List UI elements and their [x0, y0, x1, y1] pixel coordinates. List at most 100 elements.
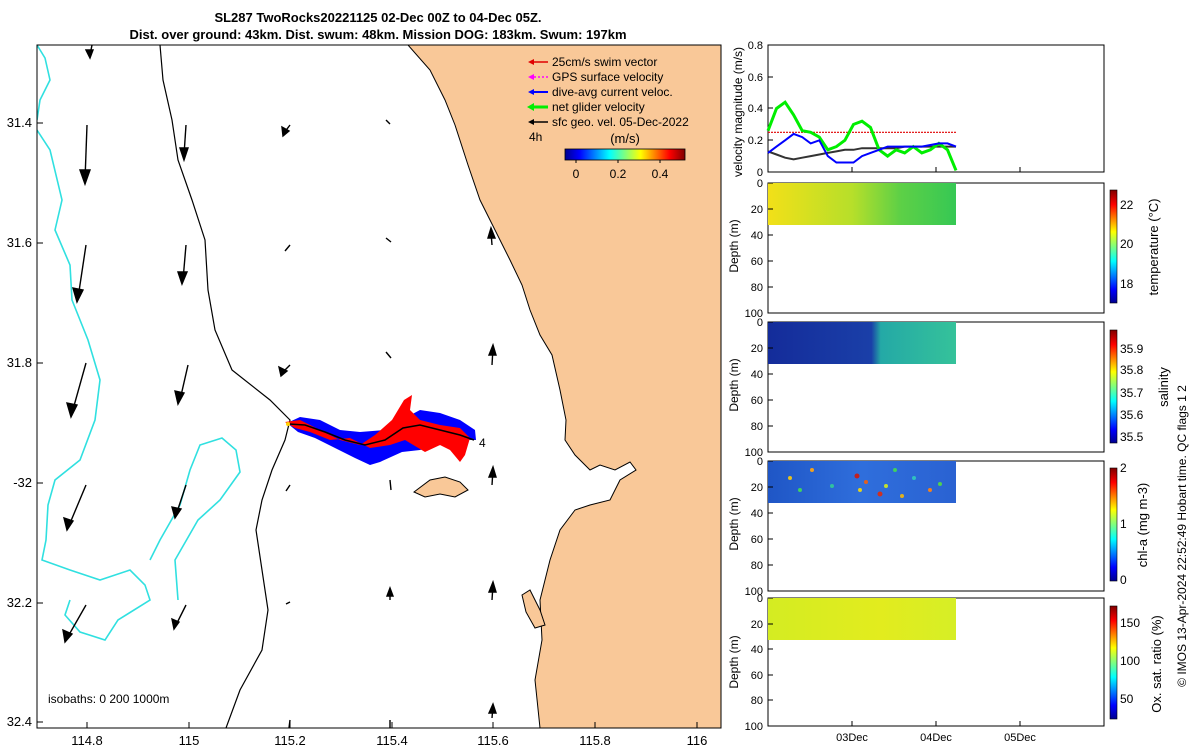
chla-cblabel: chl-a (mg m-3) — [1135, 483, 1150, 568]
chla-hotspots — [788, 468, 942, 498]
map-ytick-2: 31.8 — [7, 355, 32, 370]
credit-text: © IMOS 13-Apr-2024 22:52:49 Hobart time.… — [1175, 385, 1189, 687]
colorbar-tick-1: 0.2 — [610, 167, 627, 181]
isobaths-text: isobaths: 0 200 1000m — [48, 692, 169, 706]
vel-ytick-1: 0.2 — [748, 135, 763, 147]
sal-ytick-1: 20 — [751, 343, 763, 355]
chla-ylabel: Depth (m) — [727, 497, 741, 550]
map-panel: 4 25cm/s swim vector GPS surface velocit… — [7, 44, 722, 748]
velocity-panel: 0 0.2 0.4 0.6 0.8 velocity magnitude (m/… — [731, 40, 1105, 179]
map-ytick-5: 32.4 — [7, 714, 32, 729]
chla-ytick-3: 60 — [751, 534, 763, 546]
chla-cbtick-1: 1 — [1120, 517, 1127, 531]
temp-ytick-4: 80 — [751, 282, 763, 294]
small-island — [521, 589, 546, 629]
sal-cbtick-0: 35.9 — [1120, 342, 1144, 356]
ox-ylabel: Depth (m) — [727, 635, 741, 688]
ox-ytick-0: 0 — [757, 593, 763, 605]
chla-panel — [767, 460, 1118, 592]
speed-colorbar — [564, 148, 686, 161]
legend-label-net: net glider velocity — [552, 100, 645, 114]
vel-ytick-4: 0.8 — [748, 40, 763, 52]
velocity-ylabel: velocity magnitude (m/s) — [731, 47, 745, 177]
ox-ytick-4: 80 — [751, 695, 763, 707]
map-ytick-3: -32 — [13, 475, 32, 490]
title-line-2: Dist. over ground: 43km. Dist. swum: 48k… — [129, 27, 626, 42]
temp-ytick-2: 40 — [751, 230, 763, 242]
legend-label-current: dive-avg current veloc. — [552, 85, 673, 99]
ox-ytick-5: 100 — [745, 721, 763, 733]
velocity-axes — [767, 44, 1105, 173]
legend-arrow-current — [528, 89, 534, 95]
sal-cbtick-1: 35.8 — [1120, 363, 1144, 377]
vel-ytick-3: 0.6 — [748, 72, 763, 84]
sal-ytick-4: 80 — [751, 421, 763, 433]
sal-ytick-3: 60 — [751, 395, 763, 407]
colorbar-tick-0: 0 — [573, 167, 580, 181]
map-xtick-0: 114.8 — [71, 733, 103, 748]
time-tick-1: 04Dec — [920, 732, 952, 744]
sal-ylabel: Depth (m) — [727, 358, 741, 411]
sal-cbtick-4: 35.5 — [1120, 430, 1144, 444]
track-red — [285, 395, 470, 462]
ox-cbtick-0: 150 — [1120, 616, 1140, 630]
map-xtick-1: 115 — [179, 733, 200, 748]
sal-ytick-0: 0 — [757, 317, 763, 329]
velocity-series-dive-avg-current-veloc- — [767, 132, 957, 164]
map-xtick-2: 115.2 — [274, 733, 306, 748]
temp-cbtick-0: 22 — [1120, 198, 1134, 212]
legend-arrow-net — [527, 103, 534, 111]
ox-cbtick-1: 100 — [1120, 654, 1140, 668]
chla-ytick-0: 0 — [757, 456, 763, 468]
temp-ytick-0: 0 — [757, 178, 763, 190]
time-tick-2: 05Dec — [1004, 732, 1036, 744]
title-line-1: SL287 TwoRocks20221125 02-Dec 00Z to 04-… — [214, 10, 541, 25]
map-legend: 25cm/s swim vector GPS surface velocity … — [527, 55, 689, 181]
isobath-200 — [159, 45, 291, 728]
ox-ytick-1: 20 — [751, 619, 763, 631]
temperature-panel — [767, 182, 1118, 314]
salinity-colorbar — [1109, 329, 1118, 444]
chla-ytick-5: 100 — [745, 586, 763, 598]
temperature-section — [768, 183, 956, 225]
chla-colorbar — [1109, 467, 1118, 582]
track-end-label: 4 — [479, 436, 486, 450]
temp-ytick-3: 60 — [751, 256, 763, 268]
legend-label-swim: 25cm/s swim vector — [552, 55, 657, 69]
track-black — [288, 423, 475, 446]
salinity-section — [768, 322, 956, 364]
ox-ytick-3: 60 — [751, 670, 763, 682]
temp-ytick-5: 100 — [745, 308, 763, 320]
salinity-panel — [767, 321, 1118, 453]
sal-cbtick-2: 35.7 — [1120, 386, 1144, 400]
chla-ytick-2: 40 — [751, 508, 763, 520]
chla-ytick-4: 80 — [751, 560, 763, 572]
map-xtick-6: 116 — [687, 733, 708, 748]
chla-cbtick-2: 0 — [1120, 573, 1127, 587]
map-ytick-0: 31.4 — [7, 115, 32, 130]
legend-label-gps: GPS surface velocity — [552, 70, 663, 84]
map-frame — [36, 44, 722, 729]
velocity-series-net-glider-velocity — [766, 100, 958, 171]
temp-cbtick-1: 20 — [1120, 237, 1134, 251]
sal-ytick-5: 100 — [745, 447, 763, 459]
map-xtick-4: 115.6 — [477, 733, 509, 748]
geo-velocity-arrows — [62, 45, 497, 728]
chla-cbtick-0: 2 — [1120, 461, 1127, 475]
chla-ytick-1: 20 — [751, 482, 763, 494]
map-ytick-1: 31.6 — [7, 235, 32, 250]
legend-label-geo: sfc geo. vel. 05-Dec-2022 — [552, 115, 689, 129]
temp-cbtick-2: 18 — [1120, 277, 1134, 291]
legend-arrow-geo — [528, 119, 534, 125]
sal-cblabel: salinity — [1156, 367, 1171, 407]
map-ytick-4: 32.2 — [7, 595, 32, 610]
map-xtick-3: 115.4 — [376, 733, 408, 748]
legend-arrow-gps — [528, 74, 534, 80]
temperature-colorbar — [1109, 189, 1118, 304]
temp-cblabel: temperature (°C) — [1146, 199, 1161, 296]
ox-cblabel: Ox. sat. ratio (%) — [1149, 615, 1164, 713]
temp-ylabel: Depth (m) — [727, 219, 741, 272]
vel-ytick-2: 0.4 — [748, 103, 763, 115]
colorbar-tick-2: 0.4 — [652, 167, 669, 181]
